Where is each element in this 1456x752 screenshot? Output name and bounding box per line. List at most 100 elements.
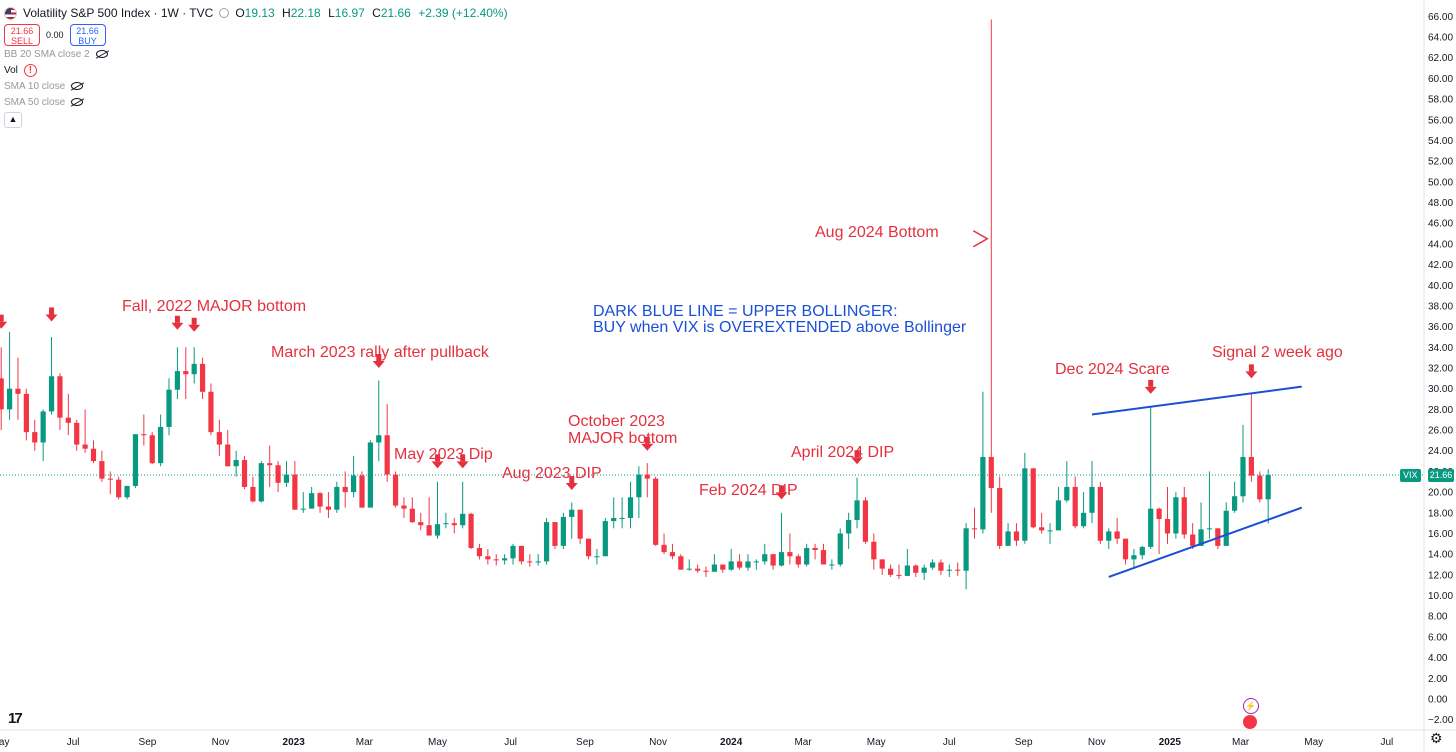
gear-icon[interactable]: ⚙ [1430,730,1443,746]
candle-body [40,411,46,443]
close-label: C [372,6,381,20]
warning-icon[interactable]: ! [23,63,37,77]
indicator-sma10[interactable]: SMA 10 close [4,78,512,94]
us-flag-icon [4,6,17,20]
candle-body [191,363,197,375]
candle-body [762,554,768,562]
candle-body [787,552,793,557]
candle-body [846,520,852,534]
x-tick-label: 2024 [720,737,743,748]
us-flag-event-icon[interactable] [1243,715,1257,729]
candle-body [233,460,239,467]
y-tick-label: 64.00 [1428,33,1453,44]
x-tick-label: May [867,737,886,748]
candle-body [820,550,827,565]
candle-body [225,444,231,467]
candle-body [1097,486,1103,541]
candle-body [283,474,290,483]
candle-body [1164,519,1171,534]
eye-hidden-icon[interactable] [95,50,108,58]
candle-body [258,463,264,502]
candle-body [15,388,21,394]
candle-body [418,522,424,526]
candle-body [1064,486,1070,501]
candle-body [376,435,382,443]
eye-hidden-icon[interactable] [71,98,84,106]
candle-body [90,448,97,462]
candle-body [510,545,516,559]
candle-body [585,538,592,557]
annotation-text: May 2023 Dip [394,446,493,463]
sell-button[interactable]: 21.66 SELL [4,24,40,46]
y-tick-label: 12.00 [1428,570,1453,581]
low-label: L [328,6,335,20]
candle-body [887,568,894,575]
chevron-up-icon[interactable]: ▲ [4,112,22,128]
chart-legend: Volatility S&P 500 Index · 1W · TVC O19.… [4,4,512,128]
high-value: 22.18 [290,6,321,20]
candle-body [778,552,785,566]
tradingview-logo-icon[interactable]: 17 [8,710,23,727]
pointer-arrow-icon [972,230,989,248]
y-tick-label: 48.00 [1428,198,1453,209]
candle-body [862,500,869,542]
candle-body [1131,555,1137,560]
candle-body [971,528,978,530]
y-tick-label: 24.00 [1428,446,1453,457]
lightning-event-icon[interactable]: ⚡ [1243,698,1259,714]
symbol-title[interactable]: Volatility S&P 500 Index · 1W · TVC [23,6,214,20]
candle-body [636,474,642,498]
candle-body [1248,456,1254,476]
candle-body [837,533,843,565]
candle-body [116,479,122,498]
candle-body [602,521,608,557]
symbol-row: Volatility S&P 500 Index · 1W · TVC O19.… [4,4,512,22]
price-axis: 66.00 64.00 62.00 60.00 58.00 56.00 54.00 52.00… [1428,12,1454,726]
x-tick-label: Jul [67,737,80,748]
candle-body [745,561,751,568]
high-label: H [282,6,291,20]
y-tick-label: 58.00 [1428,95,1453,106]
down-arrow-icon [460,454,466,462]
buy-button[interactable]: 21.66 BUY [69,24,106,46]
y-tick-label: 28.00 [1428,405,1453,416]
y-tick-label: 4.00 [1428,653,1448,664]
annotation-text: Aug 2024 Bottom [815,224,939,241]
candle-body [736,561,743,568]
candle-body [527,561,533,563]
candle-body [409,508,415,523]
candle-body [770,554,776,566]
ohlc-values: O19.13 H22.18 L16.97 C21.66 +2.39 (+12.4… [235,6,511,20]
candle-body [1114,531,1120,539]
candle-body [1156,508,1162,520]
candle-body [829,564,835,566]
y-tick-label: 62.00 [1428,53,1453,64]
indicator-sma50[interactable]: SMA 50 close [4,94,512,110]
candle-body [367,442,373,508]
candle-body [955,569,961,571]
annotation-text: Signal 2 week ago [1212,344,1343,361]
candle-body [241,460,248,487]
candle-body [552,522,558,546]
candle-body [208,391,214,433]
candle-body [946,569,952,571]
candle-body [594,556,600,558]
candle-body [434,524,441,536]
candle-body [518,545,525,562]
annotation-text: Dec 2024 Scare [1055,361,1170,378]
candle-body [720,564,726,570]
down-arrow-icon [565,483,578,491]
candle-body [216,432,222,445]
candle-body [661,544,667,553]
eye-hidden-icon[interactable] [71,82,84,90]
indicator-vol[interactable]: Vol! [4,62,512,78]
indicator-sma50-label: SMA 50 close [4,96,66,108]
candle-body [250,486,256,502]
candle-body [300,508,306,510]
candle-body [938,562,944,571]
indicator-bb[interactable]: BB 20 SMA close 2 [4,46,512,62]
candle-body [1013,531,1020,541]
candle-body [325,506,332,510]
